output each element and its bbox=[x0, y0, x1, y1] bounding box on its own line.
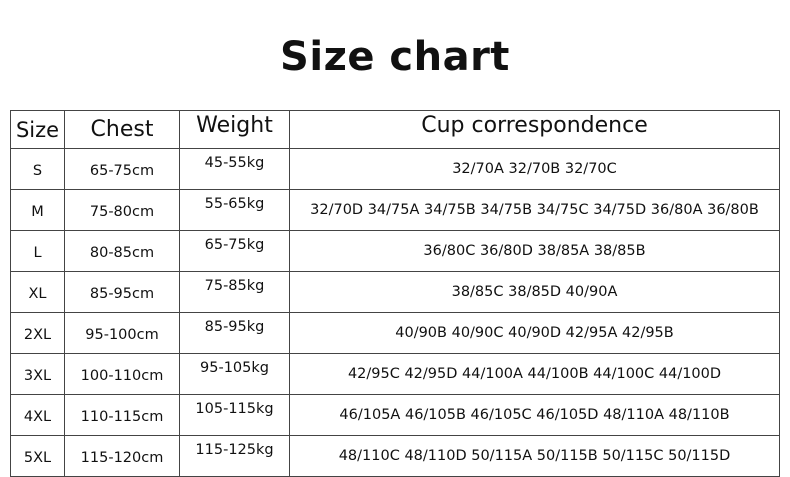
size-cell: 2XL bbox=[10, 312, 65, 354]
cup-cell: 32/70D 34/75A 34/75B 34/75B 34/75C 34/75… bbox=[289, 189, 780, 231]
cup-cell: 46/105A 46/105B 46/105C 46/105D 48/110A … bbox=[289, 394, 780, 436]
page-title: Size chart bbox=[280, 34, 510, 80]
chest-cell: 100-110cm bbox=[64, 353, 180, 395]
table-row: 2XL 95-100cm 85-95kg 40/90B 40/90C 40/90D 4… bbox=[10, 312, 780, 354]
chest-cell: 115-120cm bbox=[64, 435, 180, 477]
size-cell: 3XL bbox=[10, 353, 65, 395]
table-row: L 80-85cm 65-75kg 36/80C 36/80D 38/85A 38/8… bbox=[10, 230, 780, 272]
size-cell: 4XL bbox=[10, 394, 65, 436]
weight-cell: 105-115kg bbox=[179, 394, 290, 436]
size-cell: S bbox=[10, 148, 65, 190]
cup-cell: 38/85C 38/85D 40/90A bbox=[289, 271, 780, 313]
chest-cell: 80-85cm bbox=[64, 230, 180, 272]
weight-cell: 45-55kg bbox=[179, 148, 290, 190]
weight-cell: 115-125kg bbox=[179, 435, 290, 477]
weight-cell: 95-105kg bbox=[179, 353, 290, 395]
chest-cell: 75-80cm bbox=[64, 189, 180, 231]
table-row: S 65-75cm 45-55kg 32/70A 32/70B 32/70C bbox=[10, 148, 780, 190]
cup-cell: 32/70A 32/70B 32/70C bbox=[289, 148, 780, 190]
header-chest: Chest bbox=[64, 110, 180, 149]
table-row: 4XL 110-115cm 105-115kg 46/105A 46/105B 46/… bbox=[10, 394, 780, 436]
table-row: M 75-80cm 55-65kg 32/70D 34/75A 34/75B 34/7… bbox=[10, 189, 780, 231]
size-cell: 5XL bbox=[10, 435, 65, 477]
size-cell: XL bbox=[10, 271, 65, 313]
weight-cell: 75-85kg bbox=[179, 271, 290, 313]
header-cup: Cup correspondence bbox=[289, 110, 780, 149]
cup-cell: 42/95C 42/95D 44/100A 44/100B 44/100C 44… bbox=[289, 353, 780, 395]
weight-cell: 55-65kg bbox=[179, 189, 290, 231]
weight-cell: 85-95kg bbox=[179, 312, 290, 354]
header-weight: Weight bbox=[179, 110, 290, 149]
table-row: 5XL 115-120cm 115-125kg 48/110C 48/110D 50/… bbox=[10, 435, 780, 477]
table-row: XL 85-95cm 75-85kg 38/85C 38/85D 40/90A bbox=[10, 271, 780, 313]
size-cell: M bbox=[10, 189, 65, 231]
chest-cell: 95-100cm bbox=[64, 312, 180, 354]
chest-cell: 110-115cm bbox=[64, 394, 180, 436]
chest-cell: 85-95cm bbox=[64, 271, 180, 313]
weight-cell: 65-75kg bbox=[179, 230, 290, 272]
chest-cell: 65-75cm bbox=[64, 148, 180, 190]
cup-cell: 48/110C 48/110D 50/115A 50/115B 50/115C … bbox=[289, 435, 780, 477]
cup-cell: 36/80C 36/80D 38/85A 38/85B bbox=[289, 230, 780, 272]
cup-cell: 40/90B 40/90C 40/90D 42/95A 42/95B bbox=[289, 312, 780, 354]
header-row: Size Chest Weight Cup correspondence bbox=[10, 110, 780, 149]
size-cell: L bbox=[10, 230, 65, 272]
size-chart-table: Size Chest Weight Cup correspondence S 65… bbox=[10, 110, 780, 477]
table-row: 3XL 100-110cm 95-105kg 42/95C 42/95D 44/100… bbox=[10, 353, 780, 395]
header-size: Size bbox=[10, 110, 65, 149]
